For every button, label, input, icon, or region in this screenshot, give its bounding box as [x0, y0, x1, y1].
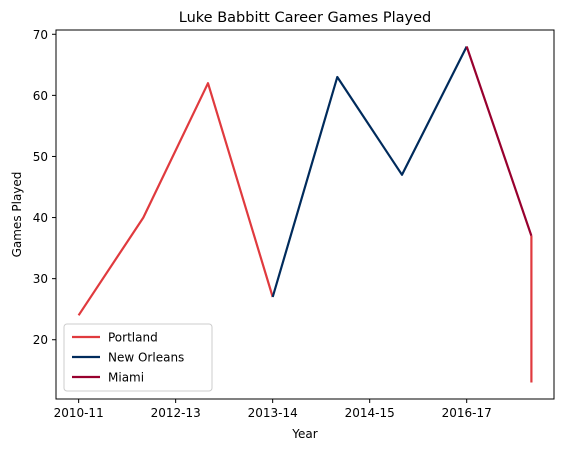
legend: Portland New Orleans Miami — [63, 323, 213, 392]
legend-box — [63, 323, 213, 392]
y-axis: 20 30 40 50 60 70 — [33, 28, 56, 347]
x-tick-label: 2016-17 — [442, 406, 492, 420]
x-axis-label: Year — [291, 427, 317, 441]
y-tick-label: 60 — [33, 89, 48, 103]
legend-label: New Orleans — [108, 351, 184, 365]
y-tick-label: 20 — [33, 333, 48, 347]
series-line-new-orleans-1 — [271, 46, 468, 298]
y-axis-label: Games Played — [10, 172, 24, 258]
series-line-portland-0 — [77, 82, 274, 316]
plot-area-frame — [55, 29, 555, 400]
y-tick-label: 70 — [33, 28, 48, 42]
x-tick-label: 2012-13 — [151, 406, 201, 420]
series-line-miami-2 — [465, 46, 533, 237]
x-axis: 2010-11 2012-13 2013-14 2014-15 2016-17 — [54, 399, 492, 420]
legend-label: Portland — [108, 331, 158, 345]
legend-label: Miami — [108, 371, 144, 385]
y-tick-label: 30 — [33, 272, 48, 286]
y-tick-label: 40 — [33, 211, 48, 225]
x-tick-label: 2010-11 — [54, 406, 104, 420]
x-tick-label: 2014-15 — [345, 406, 395, 420]
series-lines — [77, 46, 533, 383]
x-tick-label: 2013-14 — [248, 406, 298, 420]
y-tick-label: 50 — [33, 150, 48, 164]
chart-title: Luke Babbitt Career Games Played — [179, 10, 431, 26]
